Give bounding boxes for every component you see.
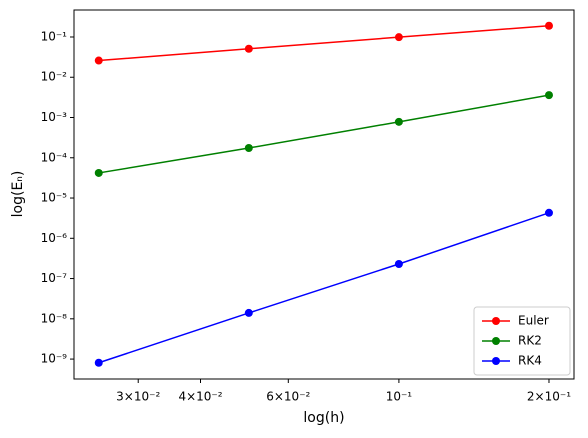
y-tick-label: 10⁻⁵: [41, 191, 68, 205]
x-tick-label: 6×10⁻²: [266, 390, 310, 404]
y-tick-label: 10⁻⁷: [41, 271, 68, 285]
legend-marker: [492, 337, 500, 345]
data-point: [94, 56, 103, 65]
y-tick-label: 10⁻⁸: [41, 311, 68, 325]
y-tick-label: 10⁻³: [41, 110, 68, 124]
data-point: [94, 358, 103, 367]
y-tick-label: 10⁻⁴: [41, 150, 68, 164]
x-tick-label: 10⁻¹: [386, 390, 413, 404]
x-tick-label: 3×10⁻²: [116, 390, 160, 404]
y-tick-label: 10⁻⁶: [41, 231, 68, 245]
legend-label: RK4: [518, 354, 542, 368]
legend-label: Euler: [518, 314, 549, 328]
data-point: [244, 143, 253, 152]
x-tick-label: 2×10⁻¹: [527, 390, 571, 404]
y-tick-label: 10⁻²: [41, 70, 68, 84]
data-point: [544, 91, 553, 100]
series-line: [98, 212, 550, 364]
x-tick-label: 4×10⁻²: [178, 390, 222, 404]
plot-frame: [73, 9, 575, 380]
data-point: [394, 259, 403, 268]
data-point: [394, 117, 403, 126]
data-point: [94, 168, 103, 177]
data-point: [544, 208, 553, 217]
data-point: [394, 33, 403, 42]
data-point: [244, 308, 253, 317]
legend-marker: [492, 357, 500, 365]
y-tick-label: 10⁻⁹: [41, 352, 68, 366]
series-line: [98, 94, 550, 174]
legend-label: RK2: [518, 334, 542, 348]
series-line: [98, 25, 550, 62]
data-point: [544, 21, 553, 30]
legend-marker: [492, 317, 500, 325]
y-axis-label: log(Eₙ): [10, 171, 26, 218]
y-tick-label: 10⁻¹: [41, 29, 68, 43]
x-axis-label: log(h): [303, 410, 344, 426]
data-point: [244, 44, 253, 53]
